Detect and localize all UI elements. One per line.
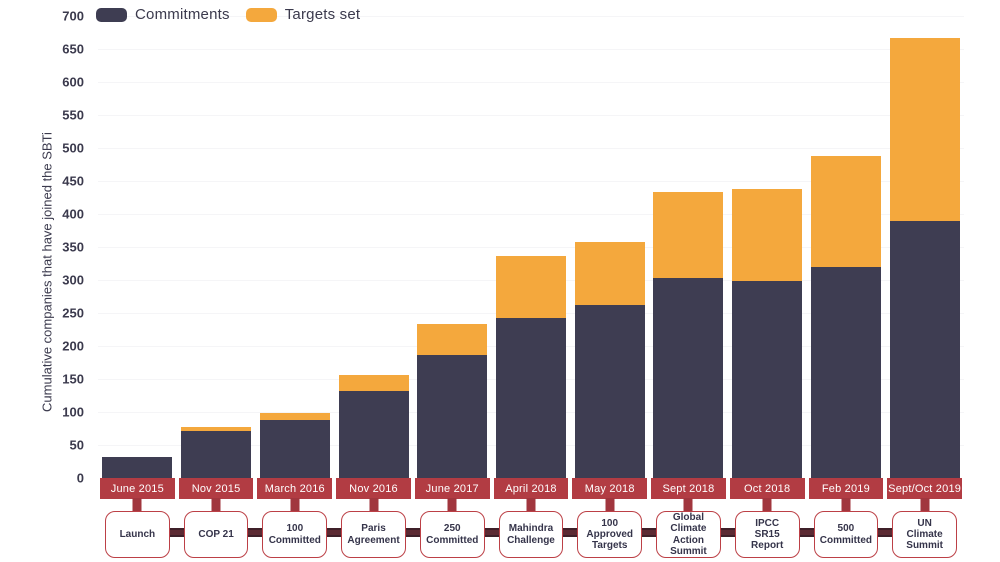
chart-column: Sept 2018 Global Climate Action Summit: [649, 0, 728, 562]
bar-segment-commitments: [181, 431, 252, 478]
timeline-stub: [369, 498, 379, 513]
milestone-box: 100 Approved Targets: [577, 511, 643, 558]
legend-label-targets: Targets set: [284, 6, 361, 23]
bar-segment-targets: [417, 323, 488, 356]
bar-segment-commitments: [653, 278, 724, 478]
chart-column: Sept/Oct 2019 UN Climate Summit: [885, 0, 964, 562]
y-tick-label: 350: [62, 239, 84, 255]
bar-segment-targets: [574, 242, 645, 306]
date-band: Feb 2019: [808, 478, 884, 499]
gridline: [98, 115, 964, 116]
date-band: Nov 2016: [336, 478, 411, 499]
timeline-stub: [683, 498, 693, 513]
gridline: [98, 148, 964, 149]
bar-segment-targets: [259, 413, 330, 420]
y-tick-label: 550: [62, 107, 84, 123]
bar-segment-targets: [889, 37, 960, 222]
chart-column: March 2016 100 Committed: [255, 0, 334, 562]
date-band: April 2018: [493, 478, 569, 499]
bar-segment-commitments: [259, 419, 330, 478]
milestone-box: Global Climate Action Summit: [656, 511, 721, 558]
targets-swatch-icon: [245, 7, 277, 22]
chart-column: June 2017 250 Committed: [413, 0, 492, 562]
y-tick-label: 150: [62, 371, 84, 387]
timeline-stub: [841, 498, 851, 513]
date-band: Nov 2015: [178, 478, 254, 499]
y-tick-label: 400: [62, 206, 84, 222]
plot-area: June 2015 Launch Nov 2015 COP 21 March 2016 1…: [98, 0, 964, 562]
timeline-stub: [290, 498, 300, 513]
y-tick-label: 300: [62, 272, 84, 288]
y-tick-label: 500: [62, 140, 84, 156]
bar-segment-commitments: [338, 390, 409, 478]
milestone-box: Launch: [105, 511, 170, 558]
timeline-stub: [132, 498, 142, 513]
date-band: Sept 2018: [651, 478, 726, 499]
chart-column: Feb 2019 500 Committed: [807, 0, 886, 562]
y-tick-label: 650: [62, 41, 84, 57]
date-band: Sept/Oct 2019: [887, 478, 962, 499]
bar-segment-commitments: [102, 456, 173, 478]
gridline: [98, 82, 964, 83]
chart-column: Nov 2016 Paris Agreement: [334, 0, 413, 562]
bar-segment-commitments: [810, 266, 881, 478]
chart-column: Oct 2018 IPCC SR15 Report: [728, 0, 807, 562]
commitments-swatch-icon: [96, 7, 127, 22]
chart-column: Nov 2015 COP 21: [177, 0, 256, 562]
milestone-box: Mahindra Challenge: [498, 511, 564, 558]
y-tick-label: 700: [62, 8, 84, 24]
y-tick-label: 200: [62, 338, 84, 354]
bar-segment-targets: [732, 188, 803, 282]
milestone-box: 500 Committed: [813, 511, 879, 558]
timeline-stub: [762, 498, 772, 513]
y-tick-label: 450: [62, 173, 84, 189]
timeline-stub: [447, 498, 457, 513]
bar-segment-targets: [653, 192, 724, 279]
bar-segment-commitments: [889, 221, 960, 478]
date-band: May 2018: [572, 478, 648, 499]
y-tick-label: 100: [62, 404, 84, 420]
milestone-box: UN Climate Summit: [892, 511, 957, 558]
date-band: June 2015: [100, 478, 175, 499]
gridline: [98, 16, 964, 17]
legend-item-commitments: Commitments: [96, 6, 230, 23]
bar-segment-commitments: [495, 318, 566, 478]
milestone-box: COP 21: [183, 511, 249, 558]
gridline: [98, 181, 964, 182]
gridline: [98, 247, 964, 248]
bar-segment-targets: [338, 375, 409, 391]
bar-segment-commitments: [417, 355, 488, 478]
y-tick-label: 250: [62, 305, 84, 321]
milestone-box: 250 Committed: [419, 511, 485, 558]
chart-column: May 2018 100 Approved Targets: [570, 0, 649, 562]
milestone-box: 100 Committed: [262, 511, 328, 558]
legend: Commitments Targets set: [96, 6, 360, 23]
milestone-box: Paris Agreement: [341, 511, 406, 558]
date-band: Oct 2018: [729, 478, 805, 499]
y-tick-label: 0: [76, 470, 84, 486]
bar-segment-targets: [181, 427, 252, 432]
legend-item-targets: Targets set: [245, 6, 361, 23]
chart-column: April 2018 Mahindra Challenge: [492, 0, 571, 562]
timeline-stub: [605, 498, 615, 513]
gridline: [98, 49, 964, 50]
timeline-stub: [920, 498, 930, 513]
gridline: [98, 214, 964, 215]
bar-segment-commitments: [732, 281, 803, 478]
milestone-box: IPCC SR15 Report: [734, 511, 800, 558]
timeline-stub: [526, 498, 536, 513]
date-band: March 2016: [257, 478, 333, 499]
y-tick-label: 50: [69, 437, 84, 453]
timeline-stub: [211, 498, 221, 513]
legend-label-commitments: Commitments: [135, 6, 230, 23]
bar-segment-targets: [810, 155, 881, 267]
bar-segment-targets: [495, 256, 566, 319]
chart-column: June 2015 Launch: [98, 0, 177, 562]
y-tick-label: 600: [62, 74, 84, 90]
bar-segment-commitments: [574, 305, 645, 478]
date-band: June 2017: [414, 478, 490, 499]
